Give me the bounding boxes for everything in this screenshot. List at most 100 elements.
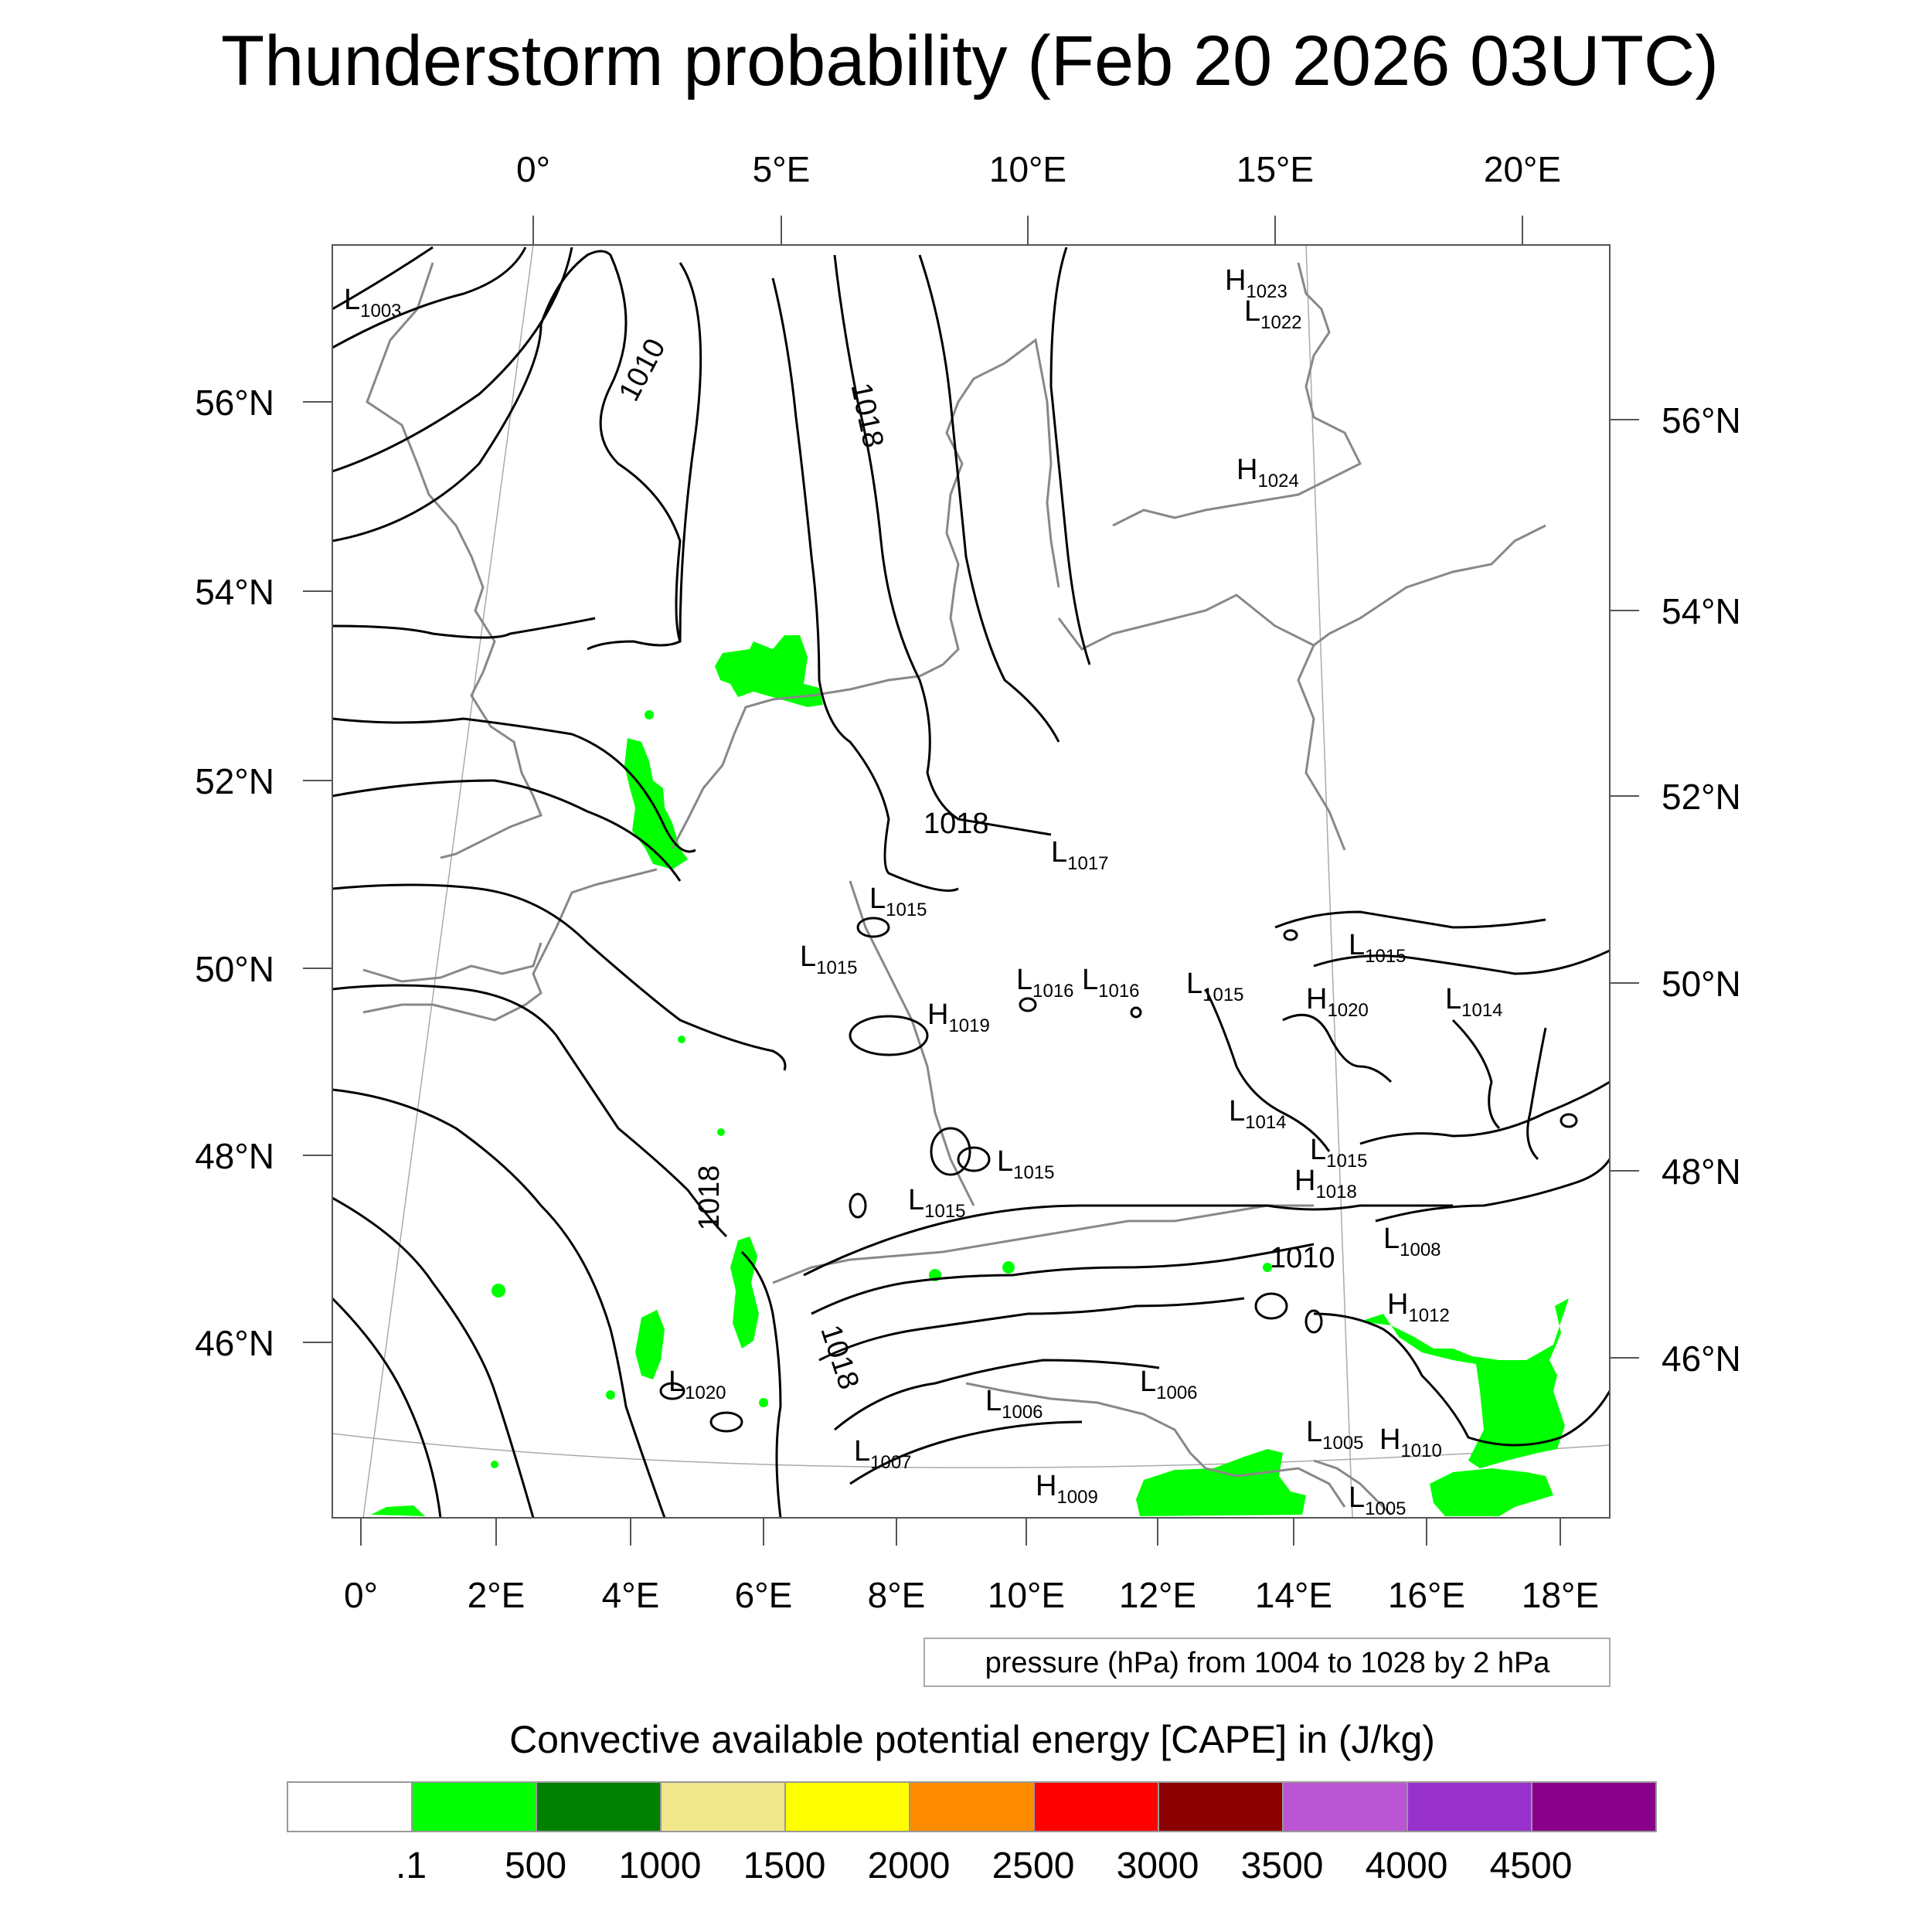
svg-text:H1009: H1009: [1036, 1470, 1098, 1508]
right-ticks: [1610, 419, 1639, 1359]
coast-germany-baltic: [1057, 524, 1546, 651]
pressure-center: L1016: [1016, 964, 1074, 1002]
colorbar-swatch: [536, 1781, 662, 1832]
pressure-center: H1009: [1036, 1470, 1098, 1508]
cape-area-italy-north: [1136, 1449, 1306, 1516]
coast-denmark-east: [1004, 338, 1060, 588]
colorbar-swatch: [1531, 1781, 1657, 1832]
cape-area-adriatic-south: [1430, 1468, 1553, 1516]
colorbar-swatch: [1406, 1781, 1532, 1832]
axis-tick-label: 50°N: [195, 949, 274, 989]
axis-tick-label: 10°E: [989, 149, 1066, 189]
colorbar-label: 500: [505, 1845, 566, 1886]
pressure-center: L1015: [1186, 968, 1244, 1005]
axis-tick-label: 16°E: [1388, 1575, 1465, 1615]
svg-text:L1016: L1016: [1082, 964, 1140, 1002]
svg-text:L1003: L1003: [344, 284, 402, 321]
pressure-center: H1023: [1225, 264, 1287, 302]
pressure-center: L1005: [1306, 1416, 1364, 1454]
pressure-center: L1015: [908, 1184, 966, 1222]
pressure-center: L1003: [344, 284, 402, 321]
axis-tick-label: 46°N: [1662, 1338, 1741, 1379]
axis-tick-label: 48°N: [195, 1136, 274, 1176]
border-rhine: [849, 880, 975, 1206]
pressure-center: L1005: [1349, 1481, 1406, 1519]
pressure-center: L1007: [854, 1435, 912, 1473]
colorbar-labels: .1 500 1000 1500 2000 2500 3000 3500 400…: [396, 1845, 1572, 1886]
svg-text:L1014: L1014: [1229, 1095, 1287, 1133]
pressure-center: H1012: [1387, 1288, 1450, 1326]
svg-text:L1015: L1015: [1186, 968, 1244, 1005]
colorbar-label: 3000: [1117, 1845, 1199, 1886]
map-content: 1010 1018 1018 1018 1018 1010 L1003 H102…: [332, 245, 1610, 1519]
coast-sweden-south: [1112, 262, 1362, 527]
pressure-center: L1015: [869, 883, 927, 920]
isobar-label: 1018: [923, 808, 989, 840]
colorbar-label: .1: [396, 1845, 427, 1886]
colorbar-swatch: [1158, 1781, 1284, 1832]
axis-tick-label: 4°E: [602, 1575, 660, 1615]
axis-tick-label: 56°N: [1662, 400, 1741, 440]
colorbar-swatch: [909, 1781, 1035, 1832]
svg-text:H1024: H1024: [1236, 454, 1299, 492]
svg-text:L1005: L1005: [1349, 1481, 1406, 1519]
axis-tick-label: 0°: [344, 1575, 378, 1615]
pressure-center: L1014: [1445, 983, 1503, 1021]
cape-area-north-sea: [715, 635, 823, 707]
isobar-label: 1018: [693, 1165, 726, 1231]
isobars: [332, 246, 1610, 1518]
pressure-center: L1016: [1082, 964, 1140, 1002]
svg-text:L1015: L1015: [1349, 929, 1406, 967]
pressure-center: L1020: [668, 1366, 726, 1403]
svg-text:H1019: H1019: [927, 998, 990, 1036]
pressure-center: H1018: [1294, 1165, 1357, 1202]
contour-info-text: pressure (hPa) from 1004 to 1028 by 2 hP…: [985, 1647, 1551, 1679]
axis-tick-label: 8°E: [868, 1575, 926, 1615]
pressure-center: H1010: [1379, 1423, 1442, 1461]
colorbar-label: 3500: [1241, 1845, 1324, 1886]
figure-title: Thunderstorm probability (Feb 20 2026 03…: [221, 22, 1719, 100]
colorbar-swatch: [411, 1781, 537, 1832]
colorbar-label: 2000: [868, 1845, 951, 1886]
colorbar-swatch: [784, 1781, 910, 1832]
isobar-label: 1018: [814, 1321, 865, 1393]
axis-tick-label: 20°E: [1484, 149, 1561, 189]
top-longitude-labels: 0° 5°E 10°E 15°E 20°E: [516, 149, 1561, 189]
coast-italy-north: [965, 1382, 1346, 1508]
svg-text:L1006: L1006: [1140, 1366, 1198, 1403]
axis-tick-label: 0°: [516, 149, 550, 189]
svg-text:L1015: L1015: [908, 1184, 966, 1222]
coast-uk-east: [366, 262, 543, 859]
axis-tick-label: 5°E: [753, 149, 811, 189]
pressure-center: L1006: [985, 1385, 1043, 1423]
colorbar-swatch: [287, 1781, 413, 1832]
axis-tick-label: 48°N: [1662, 1151, 1741, 1192]
axis-tick-label: 12°E: [1119, 1575, 1196, 1615]
cape-areas: [371, 635, 1569, 1516]
right-latitude-labels: 56°N 54°N 52°N 50°N 48°N 46°N: [1662, 400, 1741, 1379]
pressure-center: H1024: [1236, 454, 1299, 492]
isobar-label: 1018: [844, 380, 889, 451]
cape-area-france-south: [635, 1310, 665, 1379]
svg-text:L1006: L1006: [985, 1385, 1043, 1423]
colorbar-title: Convective available potential energy [C…: [509, 1718, 1435, 1761]
axis-tick-label: 54°N: [195, 572, 274, 612]
svg-text:L1005: L1005: [1306, 1416, 1364, 1454]
isobar-label: 1010: [613, 334, 672, 406]
svg-text:L1015: L1015: [1310, 1134, 1368, 1172]
pressure-center: L1015: [1310, 1134, 1368, 1172]
axis-tick-label: 46°N: [195, 1323, 274, 1363]
colorbar-swatch: [1033, 1781, 1159, 1832]
svg-text:H1012: H1012: [1387, 1288, 1450, 1326]
pressure-centers: L1003 H1023 L1022 H1024 L1017 L1015 L101…: [344, 264, 1503, 1519]
svg-text:L1017: L1017: [1051, 836, 1109, 874]
pressure-center: L1014: [1229, 1095, 1287, 1133]
pressure-center: L1015: [1349, 929, 1406, 967]
pressure-center: L1008: [1383, 1223, 1441, 1260]
pressure-center: H1019: [927, 998, 990, 1036]
svg-text:L1015: L1015: [869, 883, 927, 920]
axis-tick-label: 52°N: [1662, 777, 1741, 817]
top-ticks: [532, 216, 1523, 245]
svg-text:H1010: H1010: [1379, 1423, 1442, 1461]
